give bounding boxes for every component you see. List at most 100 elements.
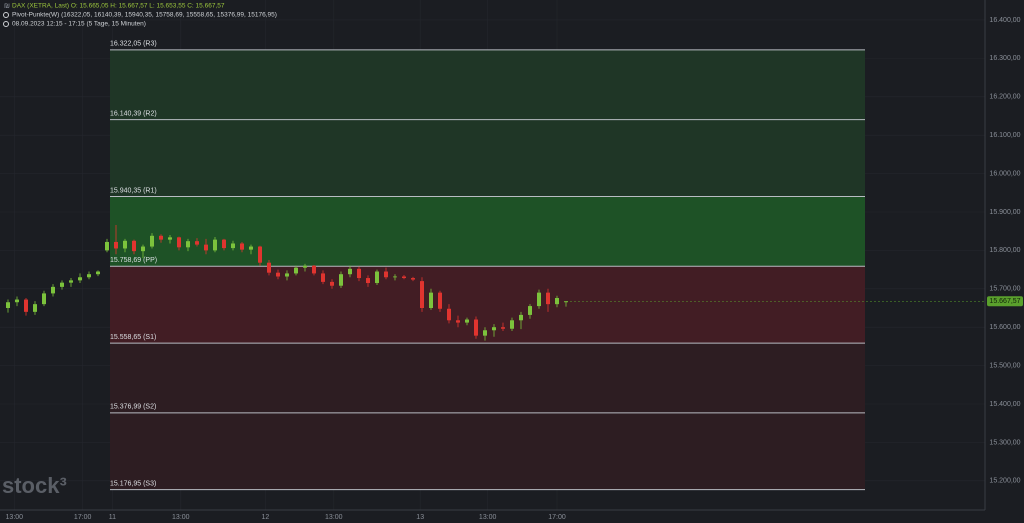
candle-body bbox=[365, 278, 370, 284]
clock-icon bbox=[3, 21, 9, 27]
candle-body bbox=[347, 268, 352, 275]
candle-body bbox=[96, 271, 101, 275]
pivot-label: 15.758,69 (PP) bbox=[110, 257, 157, 264]
candle-body bbox=[150, 235, 155, 247]
candle-body bbox=[518, 314, 523, 321]
candle-body bbox=[24, 299, 29, 312]
candle-body bbox=[356, 268, 361, 279]
candle-body bbox=[105, 241, 110, 251]
candle-body bbox=[446, 308, 451, 321]
candle-body bbox=[230, 243, 235, 249]
candle-body bbox=[563, 301, 568, 303]
x-tick-label: 17:00 bbox=[74, 514, 92, 521]
y-tick-label: 16.400,00 bbox=[989, 17, 1020, 24]
candle-body bbox=[60, 282, 65, 287]
y-tick-label: 15.700,00 bbox=[989, 286, 1020, 293]
pivot-label: 15.558,65 (S1) bbox=[110, 334, 156, 341]
candle-body bbox=[536, 292, 541, 307]
candle-body bbox=[428, 292, 433, 308]
candle-body bbox=[221, 239, 226, 249]
candle-body bbox=[374, 271, 379, 284]
y-tick-label: 15.500,00 bbox=[989, 362, 1020, 369]
y-tick-label: 16.200,00 bbox=[989, 94, 1020, 101]
plot bbox=[6, 225, 568, 341]
last-price-label: 15.667,57 bbox=[989, 298, 1020, 305]
y-tick-label: 15.600,00 bbox=[989, 324, 1020, 331]
y-tick-label: 15.300,00 bbox=[989, 439, 1020, 446]
x-tick-label: 13:00 bbox=[479, 514, 497, 521]
candle-body bbox=[473, 319, 478, 336]
candle-body bbox=[554, 298, 559, 305]
candle-body bbox=[15, 299, 20, 303]
indicator-header: Pivot-Punkte(W) (16322,05, 16140,39, 159… bbox=[12, 12, 277, 19]
pivot-zone bbox=[110, 343, 865, 413]
candle-body bbox=[527, 306, 532, 315]
candle-body bbox=[338, 274, 343, 286]
x-tick-label: 13:00 bbox=[6, 514, 24, 521]
candle-body bbox=[410, 278, 415, 280]
symbol-icon: ₪ bbox=[4, 3, 10, 10]
candle-body bbox=[383, 271, 388, 278]
candle-body bbox=[78, 277, 83, 281]
candle-body bbox=[239, 243, 244, 250]
candle-body bbox=[302, 265, 307, 268]
pivot-label: 15.176,95 (S3) bbox=[110, 481, 156, 488]
x-tick-label: 13 bbox=[416, 514, 424, 521]
pivot-label: 15.940,35 (R1) bbox=[110, 187, 157, 194]
symbol-header: DAX (XETRA, Last) O: 15.665,05 H: 15.667… bbox=[12, 3, 225, 10]
candle-body bbox=[491, 327, 496, 331]
candle-body bbox=[455, 320, 460, 323]
candle-body bbox=[6, 302, 11, 308]
y-tick-label: 16.000,00 bbox=[989, 170, 1020, 177]
x-tick-label: 11 bbox=[109, 514, 116, 521]
candle-body bbox=[509, 320, 514, 329]
pivot-label: 16.140,39 (R2) bbox=[110, 111, 157, 118]
candle-body bbox=[275, 272, 280, 277]
y-tick-label: 16.100,00 bbox=[989, 132, 1020, 139]
candle-body bbox=[401, 276, 406, 279]
pivot-zone bbox=[110, 412, 865, 490]
candle-body bbox=[464, 319, 469, 323]
y-tick-label: 15.800,00 bbox=[989, 247, 1020, 254]
candle-body bbox=[132, 240, 137, 252]
candle-body bbox=[168, 237, 173, 240]
pivot-zones bbox=[110, 49, 865, 491]
candle-body bbox=[87, 274, 92, 278]
candle-body bbox=[545, 292, 550, 305]
candle-body bbox=[329, 281, 334, 286]
candle-body bbox=[392, 276, 397, 278]
candle-body bbox=[482, 330, 487, 336]
candle-body bbox=[212, 239, 217, 251]
candle-body bbox=[437, 292, 442, 309]
candle-body bbox=[177, 237, 182, 248]
y-tick-label: 15.200,00 bbox=[989, 478, 1020, 485]
period-header: 08.09.2023 12:15 - 17:15 (5 Tage, 15 Min… bbox=[12, 21, 146, 28]
y-tick-label: 15.900,00 bbox=[989, 209, 1020, 216]
candle-body bbox=[320, 273, 325, 282]
candle-body bbox=[186, 241, 191, 248]
candle-body bbox=[293, 267, 298, 274]
pivot-label: 16.322,05 (R3) bbox=[110, 41, 157, 48]
y-tick-label: 15.400,00 bbox=[989, 401, 1020, 408]
candle-body bbox=[114, 241, 119, 249]
candle-body bbox=[42, 293, 47, 305]
pivot-zone bbox=[110, 266, 865, 344]
candle-body bbox=[203, 244, 208, 251]
candle-body bbox=[284, 273, 289, 277]
candle-body bbox=[266, 262, 271, 273]
candle-body bbox=[500, 327, 505, 329]
indicator-icon bbox=[3, 12, 9, 18]
candle-body bbox=[419, 281, 424, 308]
candle-body bbox=[123, 240, 128, 249]
candle-body bbox=[248, 246, 253, 250]
pivot-zone bbox=[110, 119, 865, 197]
candle-body bbox=[141, 246, 146, 252]
y-tick-label: 16.300,00 bbox=[989, 55, 1020, 62]
candle-body bbox=[69, 280, 74, 283]
x-tick-label: 13:00 bbox=[325, 514, 343, 521]
pivot-zone bbox=[110, 49, 865, 120]
candle-body bbox=[159, 235, 164, 240]
candle-body bbox=[33, 304, 38, 312]
candle-body bbox=[195, 241, 199, 245]
